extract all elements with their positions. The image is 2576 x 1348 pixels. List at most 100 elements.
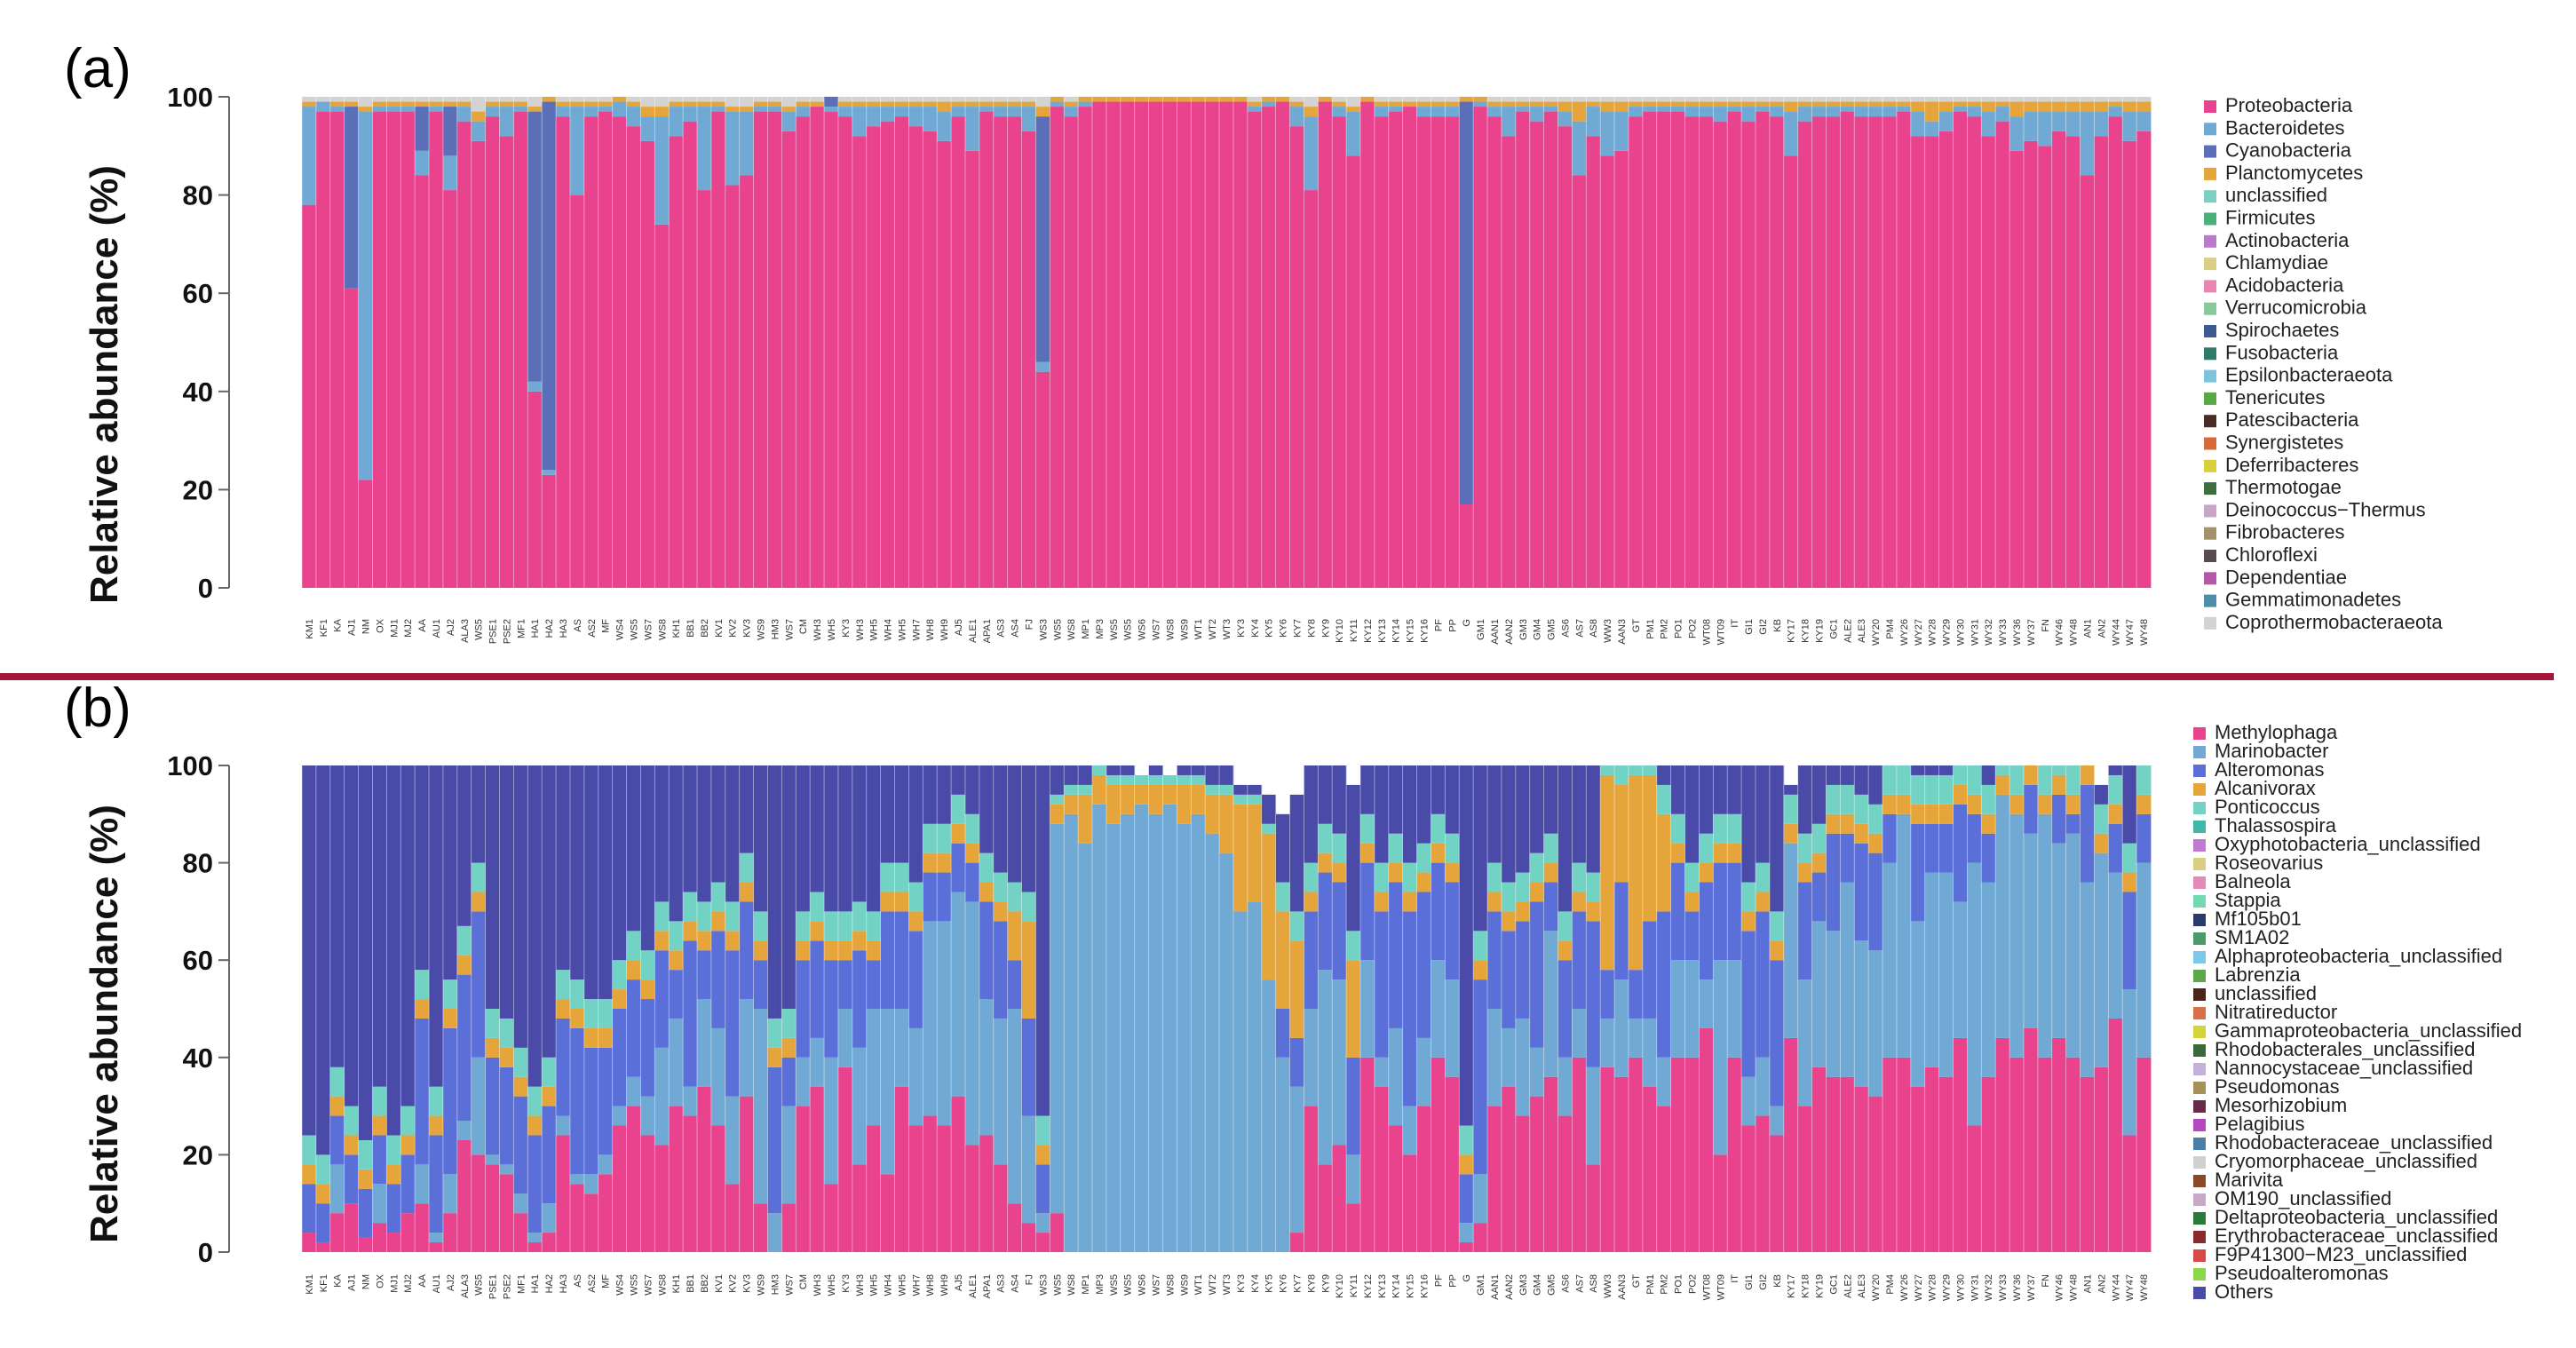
x-tick-label: AS2: [587, 619, 598, 638]
bar-segment-ponticoccus: [1896, 765, 1912, 795]
bar-segment-ponticoccus: [852, 901, 868, 932]
bar-segment-marinobacter: [1035, 1213, 1050, 1233]
legend-swatch: [2204, 504, 2216, 518]
bar-segment-marinobacter: [1896, 813, 1912, 1058]
x-tick-label: IT: [1730, 619, 1740, 628]
bar-segment-planctomycetes: [1035, 107, 1050, 117]
bar-segment-alcanivorax: [767, 1047, 782, 1067]
legend-label: Fibrobacteres: [2225, 521, 2345, 543]
legend-label: Firmicutes: [2225, 207, 2315, 229]
bar-segment-methylophaga: [2023, 1027, 2039, 1252]
bar-segment-ponticoccus: [429, 1086, 444, 1116]
bar-segment-methylophaga: [781, 1203, 797, 1252]
x-tick-label: PM1: [1645, 619, 1656, 639]
bar-segment-proteobacteria: [1078, 107, 1093, 588]
bar-segment-planctomycetes: [781, 107, 797, 112]
bar-segment-alcanivorax: [1868, 833, 1883, 853]
bar-segment-alcanivorax: [471, 892, 487, 912]
legend-label: Pelagibius: [2215, 1113, 2305, 1135]
bar-segment-marinobacter: [1797, 979, 1812, 1106]
bar-segment-alteromonas: [1614, 882, 1629, 980]
bar-segment-alcanivorax: [1600, 774, 1615, 971]
bar-segment-alcanivorax: [542, 1086, 557, 1106]
bar-segment-ponticoccus: [456, 925, 472, 955]
bar-segment-alteromonas: [329, 1115, 345, 1165]
bar-segment-methylophaga: [542, 1233, 557, 1252]
x-tick-label: KF1: [319, 619, 329, 637]
bar-segment-bacteroidetes: [1910, 111, 1926, 137]
bar-segment-alteromonas: [358, 1188, 373, 1238]
bar-segment-alcanivorax: [1459, 1154, 1474, 1175]
bar-segment-marinobacter: [1416, 1037, 1431, 1106]
bar-segment-alcanivorax: [598, 1027, 614, 1048]
legend-swatch: [2193, 1287, 2206, 1299]
bar-segment-planctomycetes: [1233, 97, 1248, 102]
bar-segment-others: [1106, 765, 1122, 775]
bar-segment-proteobacteria: [386, 111, 401, 589]
bar-segment-cyanobacteria: [527, 111, 543, 382]
bar-segment-proteobacteria: [964, 150, 980, 588]
bar-segment-others: [767, 97, 782, 102]
bar-segment-bacteroidetes: [1473, 101, 1488, 107]
legend-label: Erythrobacteraceae_unclassified: [2215, 1225, 2498, 1247]
bar-segment-planctomycetes: [1219, 97, 1234, 102]
bar-segment-methylophaga: [1515, 1115, 1531, 1252]
x-tick-label: WS5: [474, 619, 485, 640]
bar-segment-alteromonas: [1572, 911, 1587, 1009]
legend-swatch: [2193, 1249, 2206, 1262]
legend-label: Chloroflexi: [2225, 543, 2318, 566]
legend-swatch: [2193, 1193, 2206, 1206]
bar-segment-methylophaga: [725, 1184, 741, 1252]
bar-segment-marinobacter: [499, 1164, 514, 1175]
bar-segment-planctomycetes: [1304, 107, 1319, 117]
bar-segment-ponticoccus: [583, 999, 599, 1028]
x-tick-label: WS5: [629, 1274, 639, 1296]
x-tick-label: WY37: [2026, 619, 2037, 646]
bar-segment-planctomycetes: [583, 101, 599, 107]
x-tick-label: WS5: [1109, 1274, 1120, 1296]
bar-segment-methylophaga: [1402, 1154, 1417, 1252]
bar-segment-alteromonas: [979, 901, 995, 1000]
x-tick-label: KY9: [1320, 619, 1331, 638]
bar-segment-ponticoccus: [1162, 774, 1177, 785]
bar-segment-proteobacteria: [852, 136, 868, 589]
legend-label: Alteromonas: [2215, 758, 2325, 781]
bar-segment-alcanivorax: [1289, 940, 1304, 1038]
bar-segment-proteobacteria: [979, 111, 995, 589]
bar-segment-proteobacteria: [1318, 101, 1333, 588]
x-tick-label: AS6: [1560, 619, 1571, 638]
bar-segment-ponticoccus: [923, 823, 938, 853]
bar-segment-others: [569, 97, 585, 102]
legend-swatch: [2204, 280, 2216, 293]
legend-swatch: [2193, 1044, 2206, 1057]
bar-segment-proteobacteria: [1656, 111, 1672, 589]
x-tick-label: WS8: [657, 1274, 668, 1296]
bar-segment-planctomycetes: [1177, 97, 1192, 102]
bar-segment-proteobacteria: [513, 111, 528, 589]
bar-segment-marinobacter: [1346, 1154, 1361, 1204]
bar-segment-alteromonas: [1840, 833, 1855, 883]
bar-segment-ponticoccus: [767, 1018, 782, 1048]
x-tick-label: KA: [333, 1273, 344, 1287]
bar-segment-alcanivorax: [923, 852, 938, 873]
bar-segment-bacteroidetes: [767, 107, 782, 112]
bar-segment-proteobacteria: [1924, 136, 1940, 589]
bar-segment-proteobacteria: [1896, 111, 1912, 589]
bar-segment-others: [1233, 784, 1248, 795]
bar-segment-marinobacter: [429, 1233, 444, 1243]
bar-segment-ponticoccus: [1346, 931, 1361, 961]
bar-segment-proteobacteria: [1021, 131, 1036, 588]
x-tick-label: WS6: [1137, 619, 1148, 640]
bar-segment-planctomycetes: [993, 101, 1009, 107]
bar-segment-marinobacter: [1727, 960, 1742, 1058]
x-tick-label: BB1: [686, 619, 696, 638]
bar-segment-planctomycetes: [1445, 101, 1460, 107]
bar-segment-others: [710, 765, 726, 883]
bar-segment-planctomycetes: [1642, 101, 1658, 107]
bar-segment-alteromonas: [683, 940, 698, 1087]
x-tick-label: PO1: [1674, 619, 1684, 638]
bar-segment-proteobacteria: [1035, 371, 1050, 588]
bar-segment-planctomycetes: [1882, 101, 1898, 107]
bar-segment-planctomycetes: [1374, 101, 1390, 107]
bar-segment-alteromonas: [1515, 921, 1531, 1019]
